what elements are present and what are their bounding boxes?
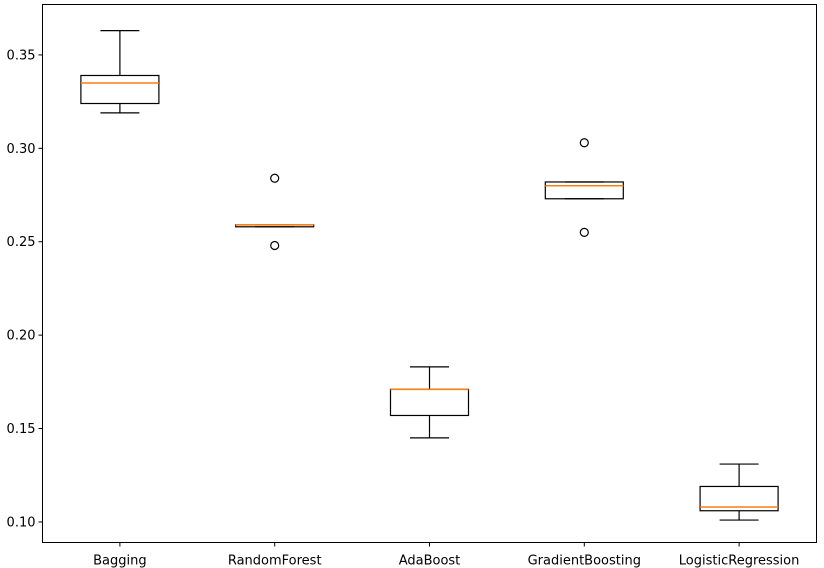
iqr-box [80,74,160,105]
y-tick-label: 0.35 [7,48,36,63]
plot-marks [80,30,779,521]
x-tick-label: LogisticRegression [679,554,800,568]
y-tick-label: 0.30 [7,142,36,157]
x-tick-label: AdaBoost [399,554,461,568]
x-axis: Bagging RandomForest AdaBoost GradientBoost… [93,542,800,568]
box-adaboost [389,366,470,439]
iqr-box [544,181,624,200]
iqr-box [699,485,779,512]
y-tick-label: 0.10 [7,515,36,530]
y-tick-label: 0.15 [7,422,36,437]
y-tick-label: 0.25 [7,235,36,250]
outlier-point [270,173,280,183]
y-axis: 0.10 0.15 0.20 0.25 0.30 0.35 [7,48,43,530]
outlier-point [579,227,589,238]
box-randomforest [235,173,315,251]
outlier-point [579,138,589,148]
box-bagging [80,30,160,114]
x-tick-label: RandomForest [228,554,322,568]
x-tick-label: Bagging [93,554,147,568]
box-logisticregression [699,463,779,521]
outlier-point [270,240,280,251]
box-gradientboosting [544,138,624,238]
plot-frame [42,4,817,543]
x-tick-label: GradientBoosting [528,554,641,568]
y-tick-label: 0.20 [7,329,36,344]
